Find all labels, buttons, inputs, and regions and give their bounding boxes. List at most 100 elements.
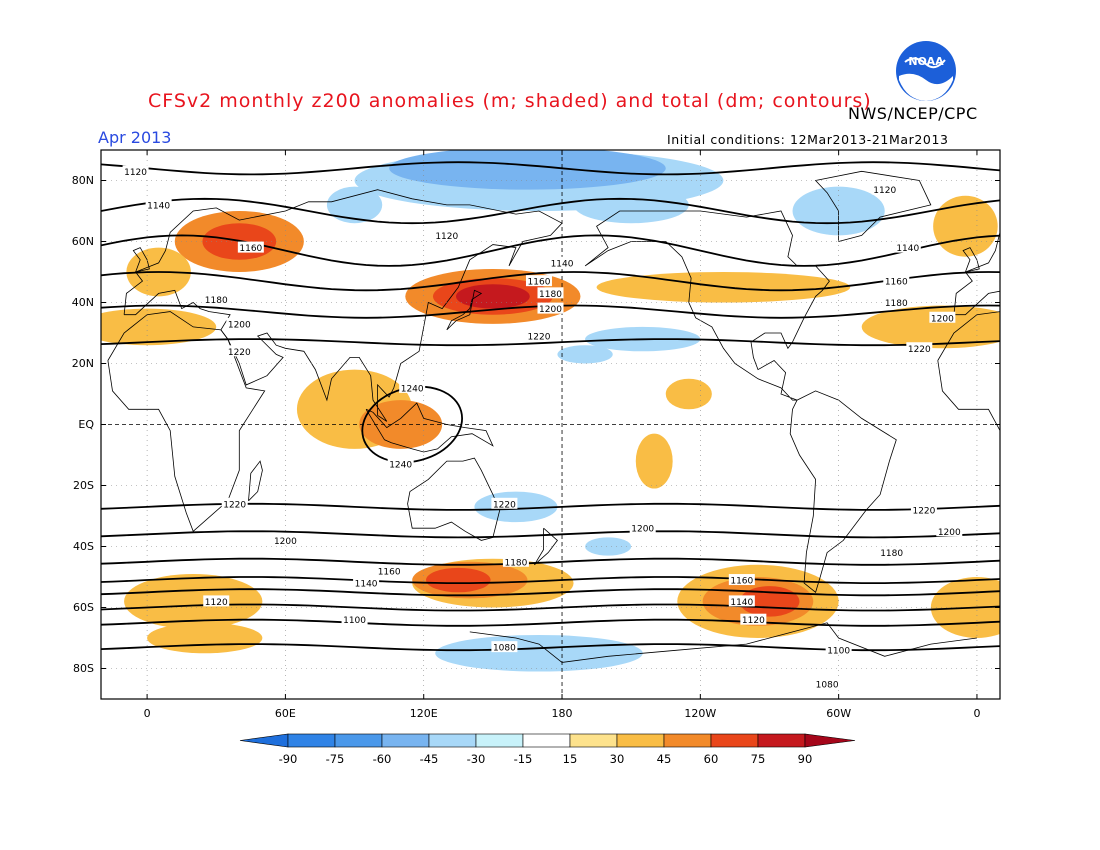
lon-label: 120E	[409, 707, 438, 720]
contour-1220	[101, 338, 1000, 347]
svg-text:1120: 1120	[435, 232, 458, 242]
axis-ticks	[101, 150, 1000, 699]
contour-1100	[101, 618, 1000, 627]
colorbar-label: -75	[325, 752, 345, 766]
coastline	[962, 247, 980, 273]
contour-label: 1200	[629, 522, 656, 535]
contour-label: 1120	[433, 229, 460, 242]
agency-label: NWS/NCEP/CPC	[848, 104, 978, 123]
colorbar-swatch	[334, 733, 383, 748]
svg-text:1180: 1180	[539, 290, 562, 300]
contour-label: 1080	[814, 677, 841, 690]
svg-text:1220: 1220	[528, 333, 551, 343]
contour-label: 1160	[883, 275, 910, 288]
lat-label: 60S	[73, 600, 94, 614]
svg-text:1180: 1180	[880, 549, 903, 559]
svg-text:1220: 1220	[228, 348, 251, 358]
svg-text:1220: 1220	[493, 500, 516, 510]
svg-text:1160: 1160	[885, 278, 908, 288]
coastline	[469, 622, 977, 663]
contour-1220	[101, 502, 1000, 511]
coastline	[132, 247, 150, 273]
coastline	[814, 170, 932, 242]
svg-text:1180: 1180	[504, 558, 527, 568]
contour-1140	[101, 197, 1000, 225]
anomaly-region	[585, 537, 632, 556]
contour-label: 1160	[376, 564, 403, 577]
contour-label: 1100	[341, 613, 368, 626]
contour-label: 1180	[537, 287, 564, 300]
anomaly-region	[635, 433, 673, 489]
contour-label: 1160	[525, 275, 552, 288]
contour-label: 1200	[537, 302, 564, 315]
colorbar-label: 15	[562, 752, 578, 766]
colorbar-label: 60	[703, 752, 719, 766]
contour-label: 1160	[237, 241, 264, 254]
svg-text:1100: 1100	[343, 616, 366, 626]
lon-label: 60E	[274, 707, 296, 720]
colorbar-label: 30	[609, 752, 625, 766]
anomaly-region	[557, 345, 613, 364]
colorbar-swatch	[710, 733, 759, 748]
svg-text:1220: 1220	[223, 500, 246, 510]
anomaly-region	[435, 634, 643, 672]
svg-text:1200: 1200	[931, 314, 954, 324]
contour-label: 1220	[906, 342, 933, 355]
contour-1160	[101, 576, 1000, 584]
svg-text:1200: 1200	[539, 305, 562, 315]
colorbar-swatch	[428, 733, 477, 748]
anomaly-region	[426, 567, 491, 593]
contour-label: 1180	[878, 546, 905, 559]
anomaly-region	[124, 573, 263, 629]
colorbar-swatch	[287, 733, 336, 748]
svg-text:1120: 1120	[205, 598, 228, 608]
svg-text:1200: 1200	[938, 528, 961, 538]
colorbar-label: -30	[466, 752, 486, 766]
colorbar-swatch	[381, 733, 430, 748]
colorbar-label: 75	[750, 752, 766, 766]
anomaly-region	[861, 305, 1000, 349]
noaa-logo-icon: NOAA	[896, 41, 956, 101]
contour-label: 1200	[272, 534, 299, 547]
contour-label: 1220	[226, 345, 253, 358]
svg-text:1200: 1200	[631, 525, 654, 535]
lon-label: 120W	[684, 707, 717, 720]
colorbar-swatch	[569, 733, 618, 748]
svg-text:1160: 1160	[239, 244, 262, 254]
contour-label: 1160	[728, 574, 755, 587]
contour-1180	[101, 557, 1000, 566]
coastline	[107, 311, 266, 532]
contour-label: 1180	[502, 555, 529, 568]
svg-text:1120: 1120	[124, 168, 147, 178]
colorbar-swatch	[663, 733, 712, 748]
coastline	[937, 311, 1000, 435]
contour-label: 1120	[122, 165, 149, 178]
svg-text:1220: 1220	[908, 345, 931, 355]
lon-label: 60W	[826, 707, 852, 720]
lat-label: 80N	[71, 173, 94, 187]
contour-label: 1200	[936, 525, 963, 538]
svg-text:1120: 1120	[873, 186, 896, 196]
colorbar-label: -45	[419, 752, 439, 766]
svg-text:1140: 1140	[551, 259, 574, 269]
colorbar-arrow-right	[804, 733, 856, 748]
contour-label: 1140	[353, 577, 380, 590]
lon-label: 0	[143, 707, 151, 720]
svg-text:1140: 1140	[896, 244, 919, 254]
colorbar-label: 90	[797, 752, 813, 766]
contour-label: 1240	[387, 458, 414, 471]
svg-text:1240: 1240	[389, 461, 412, 471]
svg-text:1120: 1120	[742, 616, 765, 626]
coastline	[248, 460, 263, 502]
chart-title: CFSv2 monthly z200 anomalies (m; shaded)…	[148, 90, 872, 112]
contour-label: 1220	[910, 503, 937, 516]
svg-text:1080: 1080	[493, 644, 516, 654]
svg-text:1180: 1180	[885, 299, 908, 309]
coastline	[365, 402, 494, 453]
anomaly-region	[389, 150, 666, 190]
lat-label: 20N	[71, 356, 94, 370]
contour-label: 1140	[145, 198, 172, 211]
contour-1120	[101, 603, 1000, 612]
